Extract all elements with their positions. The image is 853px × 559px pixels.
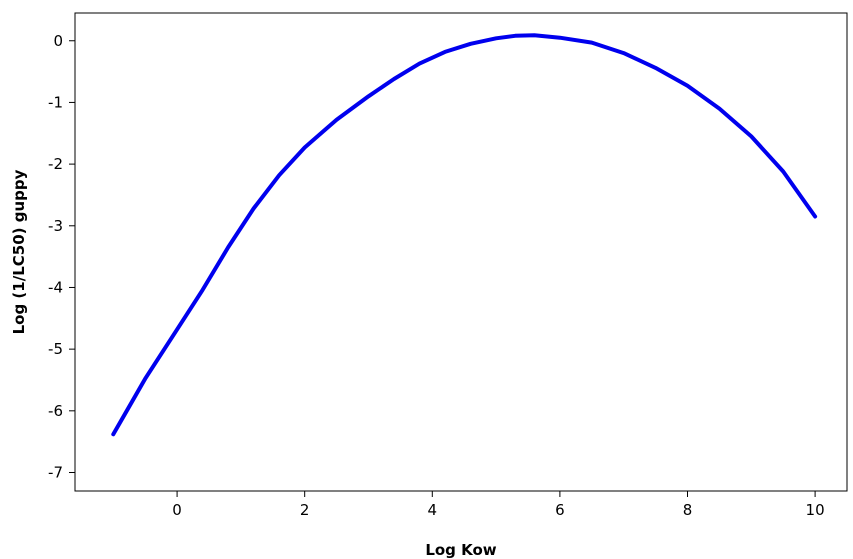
y-tick-label: -3 xyxy=(48,217,63,235)
x-axis-title: Log Kow xyxy=(425,541,496,559)
y-tick-label: -2 xyxy=(48,155,63,173)
y-tick-label: -4 xyxy=(48,278,63,296)
plot-frame xyxy=(74,12,848,492)
x-tick-label: 8 xyxy=(683,501,693,519)
y-tick-label: -6 xyxy=(48,402,63,420)
series-layer xyxy=(111,33,818,437)
y-tick-label: -7 xyxy=(48,463,63,481)
x-axis-ticks: 0 2 4 6 8 10 xyxy=(172,491,825,519)
series-line xyxy=(111,33,818,437)
y-tick-label: -1 xyxy=(48,93,63,111)
y-tick-label: 0 xyxy=(53,32,63,50)
x-tick-label: 10 xyxy=(806,501,825,519)
x-tick-label: 6 xyxy=(555,501,565,519)
x-tick-label: 2 xyxy=(300,501,310,519)
y-tick-label: -5 xyxy=(48,340,63,358)
y-axis-title: Log (1/LC50) guppy xyxy=(10,169,28,334)
x-tick-label: 4 xyxy=(428,501,438,519)
y-axis-ticks: 0 -1 -2 -3 -4 -5 -6 -7 xyxy=(48,32,75,481)
x-tick-label: 0 xyxy=(172,501,182,519)
